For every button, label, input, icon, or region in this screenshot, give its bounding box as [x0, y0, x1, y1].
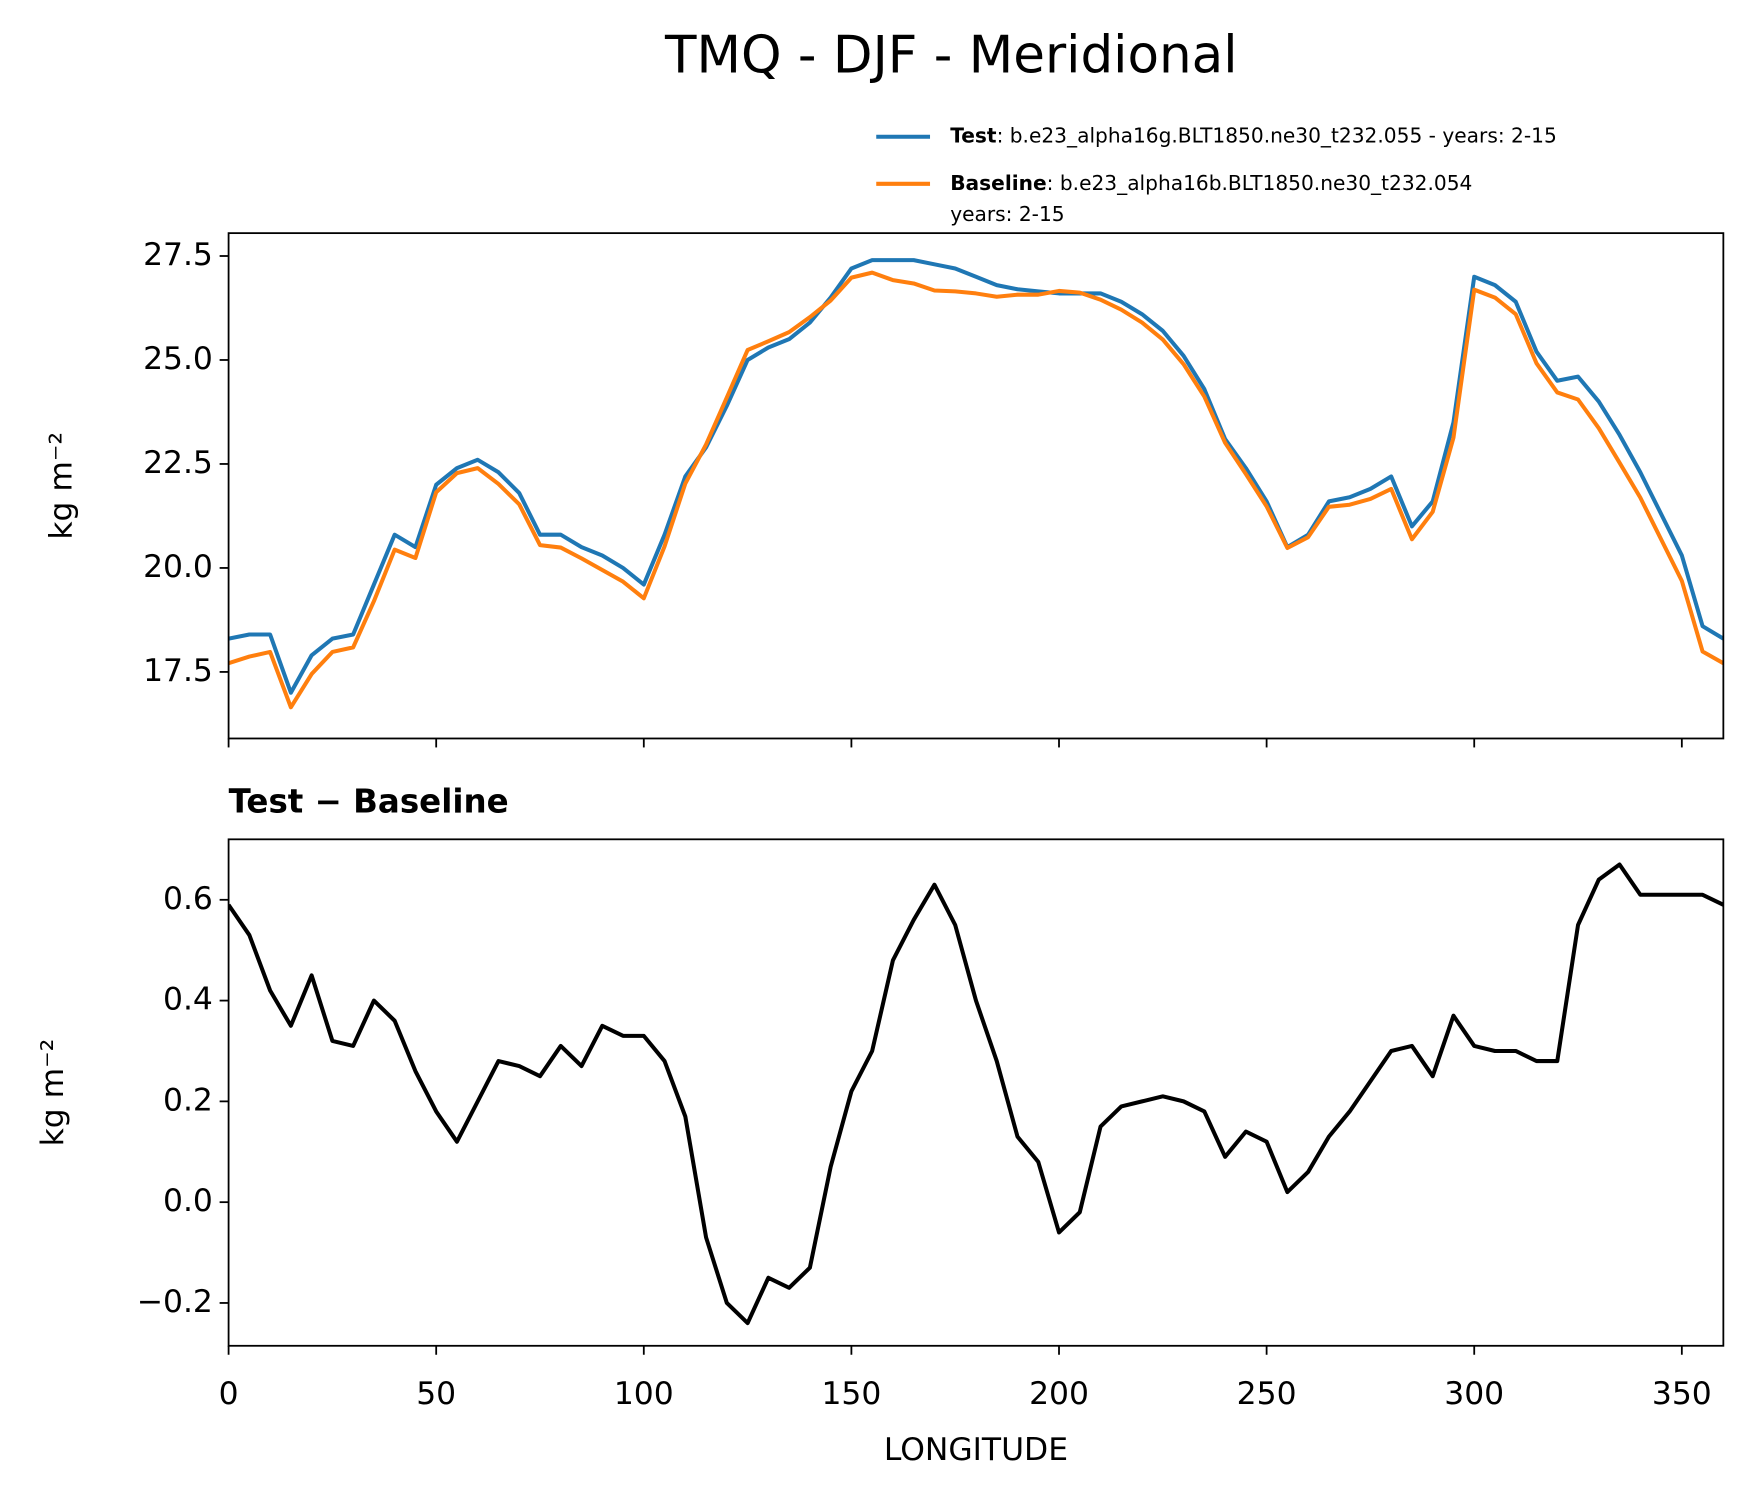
legend-text: years: 2-15: [950, 202, 1064, 226]
legend-name: Baseline: [950, 170, 1046, 194]
legend-text: Test: b.e23_alpha16g.BLT1850.ne30_t232.0…: [950, 123, 1557, 147]
x-tick-label: 150: [821, 1376, 881, 1412]
y-tick-label: 0.0: [163, 1183, 213, 1219]
data-line: [228, 270, 1724, 710]
y-tick-label: 17.5: [143, 653, 213, 689]
data-line: [228, 862, 1724, 1326]
y-tick-label: 27.5: [143, 237, 213, 273]
x-tick-label: 50: [416, 1376, 456, 1412]
axes-frame: [227, 838, 1725, 1347]
y-tick-label: 20.0: [143, 549, 213, 585]
x-tick-label: 200: [1029, 1376, 1089, 1412]
legend-name: Test: [950, 123, 997, 147]
y-axis-label: kg m⁻²: [35, 1039, 71, 1147]
y-axis-label: kg m⁻²: [44, 432, 80, 540]
y-tick-label: 0.2: [163, 1082, 213, 1118]
axes-frame: [227, 232, 1725, 740]
data-line: [228, 258, 1724, 695]
y-tick-label: −0.2: [137, 1284, 213, 1320]
x-axis-label: LONGITUDE: [884, 1432, 1068, 1468]
subplot-title: Test − Baseline: [229, 782, 509, 820]
x-tick-label: 350: [1652, 1376, 1712, 1412]
x-tick-label: 100: [614, 1376, 674, 1412]
y-tick-label: 25.0: [143, 341, 213, 377]
chart-title: TMQ - DJF - Meridional: [664, 25, 1238, 85]
x-tick-label: 0: [219, 1376, 239, 1412]
legend-desc: : b.e23_alpha16b.BLT1850.ne30_t232.054: [1047, 170, 1473, 194]
y-tick-label: 0.6: [163, 881, 213, 917]
legend-text: Baseline: b.e23_alpha16b.BLT1850.ne30_t2…: [950, 170, 1472, 194]
legend-desc: years: 2-15: [950, 202, 1064, 226]
x-tick-label: 300: [1444, 1376, 1504, 1412]
y-tick-label: 22.5: [143, 445, 213, 481]
y-tick-label: 0.4: [163, 982, 213, 1018]
x-tick-label: 250: [1237, 1376, 1297, 1412]
legend-desc: : b.e23_alpha16g.BLT1850.ne30_t232.055 -…: [997, 123, 1557, 147]
